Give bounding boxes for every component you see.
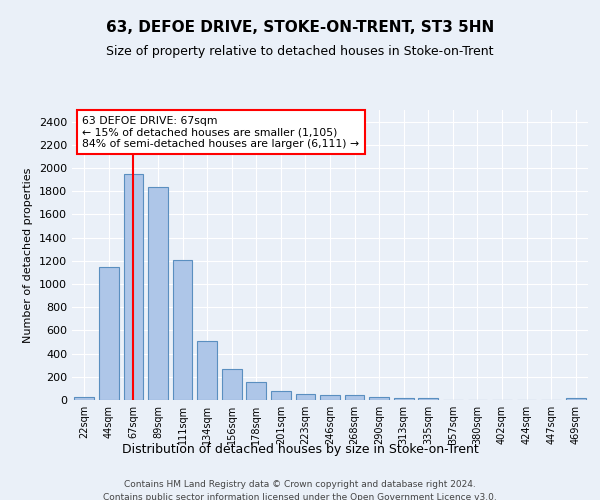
Bar — [99, 267, 119, 400]
Text: Size of property relative to detached houses in Stoke-on-Trent: Size of property relative to detached ho… — [106, 45, 494, 58]
Text: Contains public sector information licensed under the Open Government Licence v3: Contains public sector information licen… — [103, 492, 497, 500]
Bar — [247, 382, 266, 400]
Bar — [124, 174, 143, 400]
Y-axis label: Number of detached properties: Number of detached properties — [23, 168, 34, 342]
Bar — [173, 260, 193, 400]
Bar — [74, 396, 94, 400]
Text: Distribution of detached houses by size in Stoke-on-Trent: Distribution of detached houses by size … — [122, 442, 478, 456]
Bar — [566, 398, 586, 400]
Bar — [370, 398, 389, 400]
Text: Contains HM Land Registry data © Crown copyright and database right 2024.: Contains HM Land Registry data © Crown c… — [124, 480, 476, 489]
Bar — [418, 398, 438, 400]
Bar — [320, 395, 340, 400]
Bar — [394, 398, 413, 400]
Bar — [197, 341, 217, 400]
Bar — [296, 394, 315, 400]
Bar — [222, 368, 242, 400]
Bar — [271, 390, 290, 400]
Bar — [345, 396, 364, 400]
Bar — [148, 186, 168, 400]
Text: 63 DEFOE DRIVE: 67sqm
← 15% of detached houses are smaller (1,105)
84% of semi-d: 63 DEFOE DRIVE: 67sqm ← 15% of detached … — [82, 116, 359, 149]
Text: 63, DEFOE DRIVE, STOKE-ON-TRENT, ST3 5HN: 63, DEFOE DRIVE, STOKE-ON-TRENT, ST3 5HN — [106, 20, 494, 35]
